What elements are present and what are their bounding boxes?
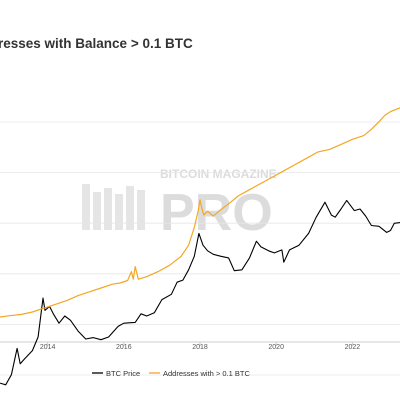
x-tick-label: 2020 bbox=[268, 344, 284, 351]
x-tick-label: 2022 bbox=[345, 344, 361, 351]
legend-label-btc-price: BTC Price bbox=[106, 369, 140, 378]
watermark-line1: BITCOIN MAGAZINE bbox=[160, 167, 277, 181]
series-line-addresses bbox=[0, 107, 400, 318]
watermark-bars-icon bbox=[82, 184, 145, 230]
series-line-btc-price bbox=[0, 199, 400, 386]
chart-title: resses with Balance > 0.1 BTC bbox=[0, 36, 193, 51]
x-tick-label: 2018 bbox=[192, 344, 208, 351]
legend: BTC Price Addresses with > 0.1 BTC bbox=[92, 369, 250, 378]
x-tick-label: 2016 bbox=[116, 344, 132, 351]
legend-label-addresses: Addresses with > 0.1 BTC bbox=[163, 369, 250, 378]
x-axis: 2014 2016 2018 2020 2022 bbox=[40, 342, 360, 351]
watermark: BITCOIN MAGAZINE PRO bbox=[82, 167, 277, 242]
x-tick-label: 2014 bbox=[40, 344, 56, 351]
chart-grid bbox=[0, 121, 400, 376]
series-layer bbox=[0, 107, 400, 386]
